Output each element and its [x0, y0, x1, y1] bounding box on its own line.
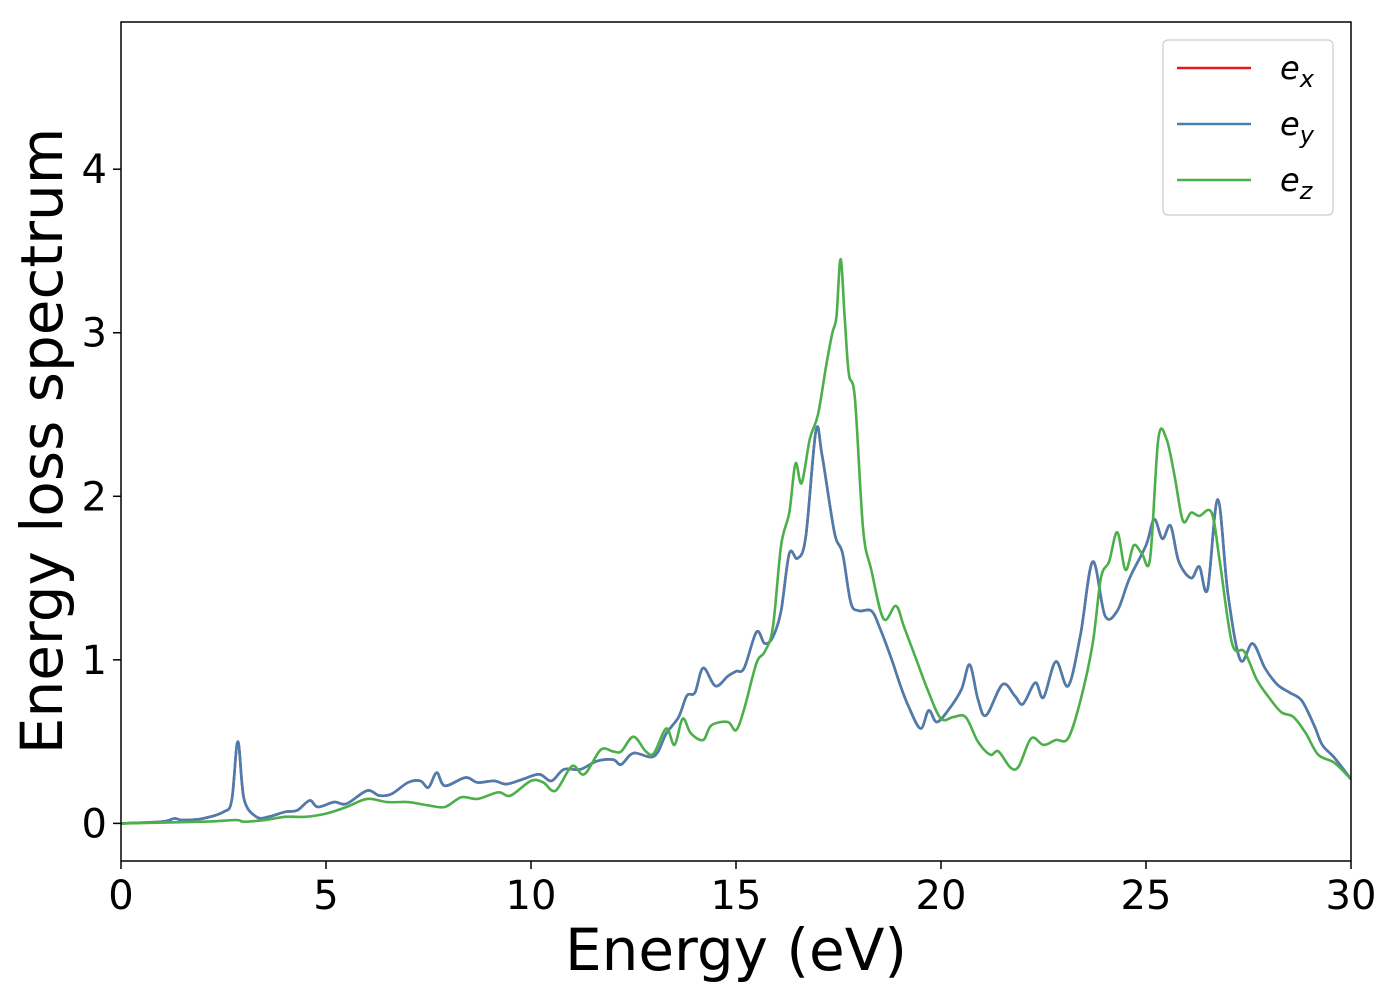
legend-subscript-z: z	[1299, 177, 1314, 205]
series-line-ey	[121, 425, 1351, 825]
x-axis-title: Energy (eV)	[565, 916, 907, 984]
y-axis: 0 1 2 3 4	[82, 147, 121, 847]
y-tick-label-4: 4	[82, 147, 107, 193]
x-tick-label-0: 0	[108, 873, 133, 919]
series-layer	[121, 257, 1351, 825]
y-tick-label-3: 3	[82, 311, 107, 357]
x-tick-label-3: 15	[711, 873, 762, 919]
y-tick-label-1: 1	[82, 638, 107, 684]
y-axis-title: Energy loss spectrum	[8, 128, 76, 754]
legend-label-ex: ex	[1280, 49, 1315, 93]
x-axis: 0 5 10 15 20 25 30	[108, 861, 1376, 919]
x-tick-label-2: 10	[506, 873, 557, 919]
x-tick-label-1: 5	[313, 873, 338, 919]
legend-box	[1162, 39, 1334, 216]
x-tick-label-4: 20	[916, 873, 967, 919]
x-tick-label-5: 25	[1121, 873, 1172, 919]
legend-label-ey: ey	[1280, 105, 1315, 149]
y-tick-label-2: 2	[82, 474, 107, 520]
legend-subscript-y: y	[1299, 121, 1315, 149]
plot-area	[120, 21, 1352, 862]
legend-subscript-x: x	[1299, 65, 1315, 93]
y-tick-label-0: 0	[82, 801, 107, 847]
x-tick-label-6: 30	[1326, 873, 1377, 919]
series-line-ez	[121, 257, 1351, 825]
